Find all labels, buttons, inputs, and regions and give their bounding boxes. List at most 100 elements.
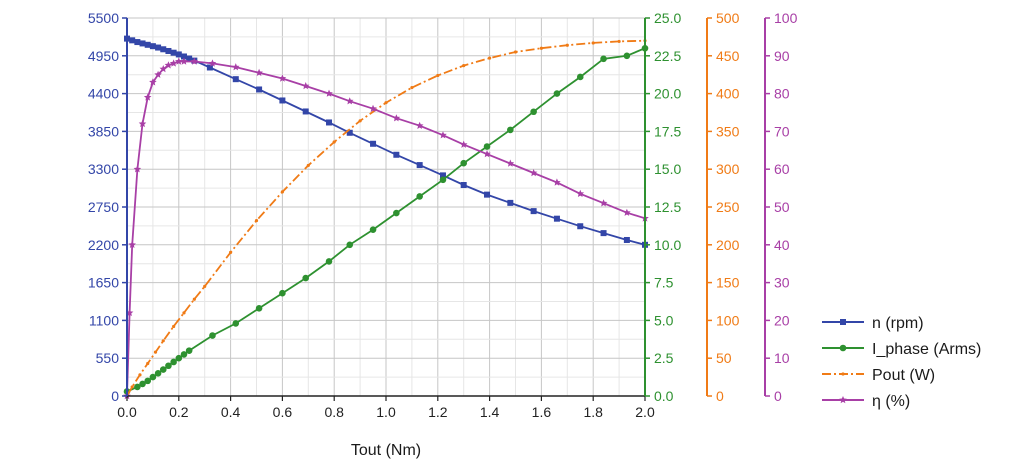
series-1 [123,44,649,395]
data-point [180,351,188,358]
data-point [154,70,162,78]
data-point [513,50,518,54]
y-axis-p: 0 50 100 150 200 250 300 350 400 450 500 [706,10,740,404]
data-point [149,43,156,50]
y-tick-label: 30 [774,275,790,291]
y-tick-label: 15.0 [654,161,681,177]
y-tick-label: 550 [96,350,120,366]
legend-label: Pout (W) [872,367,935,384]
data-point [232,76,239,83]
data-point [302,108,309,115]
data-point [209,332,216,339]
y-tick-label: 100 [716,312,740,328]
y-tick-label: 20 [774,312,790,328]
data-point [169,59,178,67]
data-point [130,385,134,389]
y-tick-label: 10.0 [654,237,681,253]
data-point [161,339,165,343]
data-point [507,126,514,134]
data-point [325,258,333,265]
data-point [279,289,286,297]
series-line [126,60,646,397]
x-tick-label: 1.4 [480,404,500,420]
data-point [617,39,621,44]
data-point [170,49,177,56]
data-point [160,46,167,53]
data-point [410,85,414,90]
y-tick-label: 350 [716,123,740,139]
data-point [576,189,585,197]
data-point [155,44,162,51]
legend-label: η (%) [872,393,910,410]
y-tick-label: 0 [716,388,724,404]
data-point [164,61,173,69]
y-tick-label: 90 [774,48,790,64]
data-point [186,55,193,62]
data-point [393,151,400,158]
data-point [326,119,333,126]
series-2 [125,39,647,398]
x-axis-title: Tout (Nm) [351,442,421,459]
legend-label: I_phase (Arms) [872,341,981,358]
data-point [129,37,136,44]
data-point [553,178,561,186]
data-point [172,324,176,329]
y-tick-label: 0 [111,388,119,404]
data-point [507,199,514,206]
data-point [280,190,284,194]
y-tick-label: 10 [774,350,790,366]
data-point [599,199,608,207]
grid [126,17,646,397]
data-point [149,78,157,86]
data-point [370,140,377,147]
y-tick-label: 450 [716,48,740,64]
data-point [138,373,142,377]
data-point [143,93,152,101]
data-point [623,208,631,216]
y-axis-i: 0.0 2.5 5.0 7.5 10.0 12.5 15.0 17.5 20.0 22.5 25.0 [644,10,681,404]
data-point [146,361,150,366]
legend-marker [840,319,846,325]
data-point [144,41,151,48]
x-tick-label: 1.8 [583,404,603,420]
data-point [175,57,183,65]
data-point [539,46,544,50]
data-point [175,51,182,58]
y-tick-label: 22.5 [654,48,681,64]
data-point [416,162,423,169]
data-point [462,64,466,68]
data-point [232,63,240,71]
data-point [577,223,584,230]
y-tick-label: 500 [716,10,740,26]
data-point [460,182,467,189]
data-point [139,40,146,47]
y-tick-label: 1650 [88,275,119,291]
data-point [134,39,141,46]
data-point [208,59,217,67]
data-point [165,47,172,54]
data-point [600,230,607,237]
data-point [175,354,183,362]
data-point [565,43,569,47]
data-point [185,347,193,354]
data-point [345,97,354,105]
data-point [358,119,362,123]
y-tick-label: 4950 [88,48,119,64]
data-point [180,53,187,60]
x-tick-label: 0.6 [273,404,293,420]
y-axis-eta: 0 10 20 30 40 50 60 70 80 90 100 [764,10,798,404]
legend-item: η (%) [822,393,910,410]
data-point [192,297,196,301]
y-tick-label: 0 [774,388,782,404]
x-tick-label: 0.4 [221,404,241,420]
data-point [623,236,630,243]
data-point [278,74,287,82]
data-point [439,131,447,139]
y-tick-label: 2750 [88,199,119,215]
legend-marker [839,396,847,404]
data-point [483,150,491,158]
data-point [144,377,152,385]
data-point [439,176,447,184]
x-tick-label: 1.0 [376,404,396,420]
y-tick-label: 150 [716,275,740,291]
